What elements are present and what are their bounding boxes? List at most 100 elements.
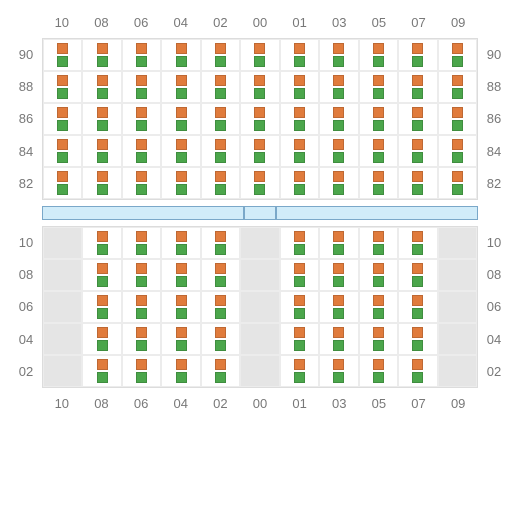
slot-cell[interactable] bbox=[161, 71, 200, 103]
slot-cell[interactable] bbox=[398, 103, 437, 135]
slot-cell[interactable] bbox=[280, 167, 319, 199]
slot-cell[interactable] bbox=[122, 227, 161, 259]
slot-cell[interactable] bbox=[43, 167, 82, 199]
slot-cell[interactable] bbox=[398, 135, 437, 167]
slot-cell[interactable] bbox=[438, 71, 477, 103]
slot-cell[interactable] bbox=[122, 71, 161, 103]
slot-cell[interactable] bbox=[280, 227, 319, 259]
slot-cell[interactable] bbox=[82, 103, 121, 135]
slot-cell[interactable] bbox=[82, 259, 121, 291]
slot-cell[interactable] bbox=[398, 259, 437, 291]
slot-cell[interactable] bbox=[359, 259, 398, 291]
slot-cell[interactable] bbox=[398, 167, 437, 199]
slot-cell[interactable] bbox=[398, 39, 437, 71]
slot-cell[interactable] bbox=[82, 71, 121, 103]
slot-cell[interactable] bbox=[240, 135, 279, 167]
slot-cell[interactable] bbox=[122, 167, 161, 199]
slot-cell[interactable] bbox=[359, 167, 398, 199]
slot-cell[interactable] bbox=[438, 39, 477, 71]
slot-cell[interactable] bbox=[359, 103, 398, 135]
slot-cell[interactable] bbox=[359, 39, 398, 71]
slot-cell[interactable] bbox=[122, 39, 161, 71]
slot-cell[interactable] bbox=[398, 227, 437, 259]
slot-cell[interactable] bbox=[240, 167, 279, 199]
slot-cell[interactable] bbox=[359, 135, 398, 167]
slot-cell[interactable] bbox=[122, 259, 161, 291]
slot-cell[interactable] bbox=[201, 227, 240, 259]
slot-cell[interactable] bbox=[161, 323, 200, 355]
slot-cell[interactable] bbox=[398, 291, 437, 323]
slot-cell[interactable] bbox=[201, 103, 240, 135]
slot-cell[interactable] bbox=[280, 259, 319, 291]
slot-cell[interactable] bbox=[122, 323, 161, 355]
slot-cell[interactable] bbox=[359, 71, 398, 103]
column-header: 07 bbox=[399, 396, 439, 411]
slot-cell[interactable] bbox=[438, 167, 477, 199]
slot-cell[interactable] bbox=[359, 323, 398, 355]
slot-cell[interactable] bbox=[319, 135, 358, 167]
slot-cell[interactable] bbox=[201, 135, 240, 167]
slot-cell[interactable] bbox=[43, 135, 82, 167]
slot-cell[interactable] bbox=[43, 39, 82, 71]
slot-cell[interactable] bbox=[82, 167, 121, 199]
slot-cell[interactable] bbox=[161, 355, 200, 387]
slot-cell[interactable] bbox=[201, 167, 240, 199]
slot-cell[interactable] bbox=[161, 39, 200, 71]
slot-cell[interactable] bbox=[82, 323, 121, 355]
slot-cell[interactable] bbox=[201, 71, 240, 103]
slot-cell[interactable] bbox=[161, 167, 200, 199]
slot-cell[interactable] bbox=[319, 291, 358, 323]
slot-cell[interactable] bbox=[82, 355, 121, 387]
slot-cell[interactable] bbox=[82, 291, 121, 323]
slot-cell[interactable] bbox=[280, 355, 319, 387]
slot-cell[interactable] bbox=[280, 103, 319, 135]
slot-cell[interactable] bbox=[43, 103, 82, 135]
slot-cell[interactable] bbox=[161, 135, 200, 167]
slot-cell[interactable] bbox=[280, 39, 319, 71]
slot-cell[interactable] bbox=[201, 259, 240, 291]
slot-cell[interactable] bbox=[319, 227, 358, 259]
slot-cell[interactable] bbox=[43, 71, 82, 103]
indicator-top bbox=[254, 75, 265, 86]
slot-cell[interactable] bbox=[438, 135, 477, 167]
slot-cell[interactable] bbox=[319, 355, 358, 387]
slot-cell[interactable] bbox=[82, 39, 121, 71]
slot-cell[interactable] bbox=[280, 135, 319, 167]
slot-cell[interactable] bbox=[280, 71, 319, 103]
slot-cell[interactable] bbox=[240, 103, 279, 135]
slot-cell[interactable] bbox=[201, 291, 240, 323]
slot-cell[interactable] bbox=[161, 227, 200, 259]
slot-cell[interactable] bbox=[122, 135, 161, 167]
slot-cell[interactable] bbox=[319, 323, 358, 355]
slot-cell[interactable] bbox=[122, 355, 161, 387]
slot-cell[interactable] bbox=[161, 291, 200, 323]
slot-cell[interactable] bbox=[438, 103, 477, 135]
slot-cell[interactable] bbox=[319, 39, 358, 71]
slot-cell[interactable] bbox=[240, 39, 279, 71]
slot-cell[interactable] bbox=[280, 323, 319, 355]
slot-cell[interactable] bbox=[319, 71, 358, 103]
slot-cell[interactable] bbox=[319, 167, 358, 199]
slot-cell[interactable] bbox=[82, 227, 121, 259]
indicator-top bbox=[97, 295, 108, 306]
slot-cell[interactable] bbox=[359, 227, 398, 259]
slot-cell[interactable] bbox=[398, 323, 437, 355]
slot-cell[interactable] bbox=[359, 291, 398, 323]
slot-cell[interactable] bbox=[201, 39, 240, 71]
slot-cell[interactable] bbox=[280, 291, 319, 323]
slot-cell[interactable] bbox=[319, 259, 358, 291]
column-header: 00 bbox=[240, 396, 280, 411]
slot-cell[interactable] bbox=[319, 103, 358, 135]
slot-cell[interactable] bbox=[82, 135, 121, 167]
slot-cell[interactable] bbox=[161, 259, 200, 291]
slot-cell[interactable] bbox=[359, 355, 398, 387]
slot-cell[interactable] bbox=[398, 355, 437, 387]
slot-cell[interactable] bbox=[240, 71, 279, 103]
slot-cell[interactable] bbox=[201, 355, 240, 387]
slot-cell[interactable] bbox=[398, 71, 437, 103]
slot-cell[interactable] bbox=[122, 291, 161, 323]
slot-cell[interactable] bbox=[201, 323, 240, 355]
indicator-top bbox=[136, 43, 147, 54]
slot-cell[interactable] bbox=[122, 103, 161, 135]
slot-cell[interactable] bbox=[161, 103, 200, 135]
